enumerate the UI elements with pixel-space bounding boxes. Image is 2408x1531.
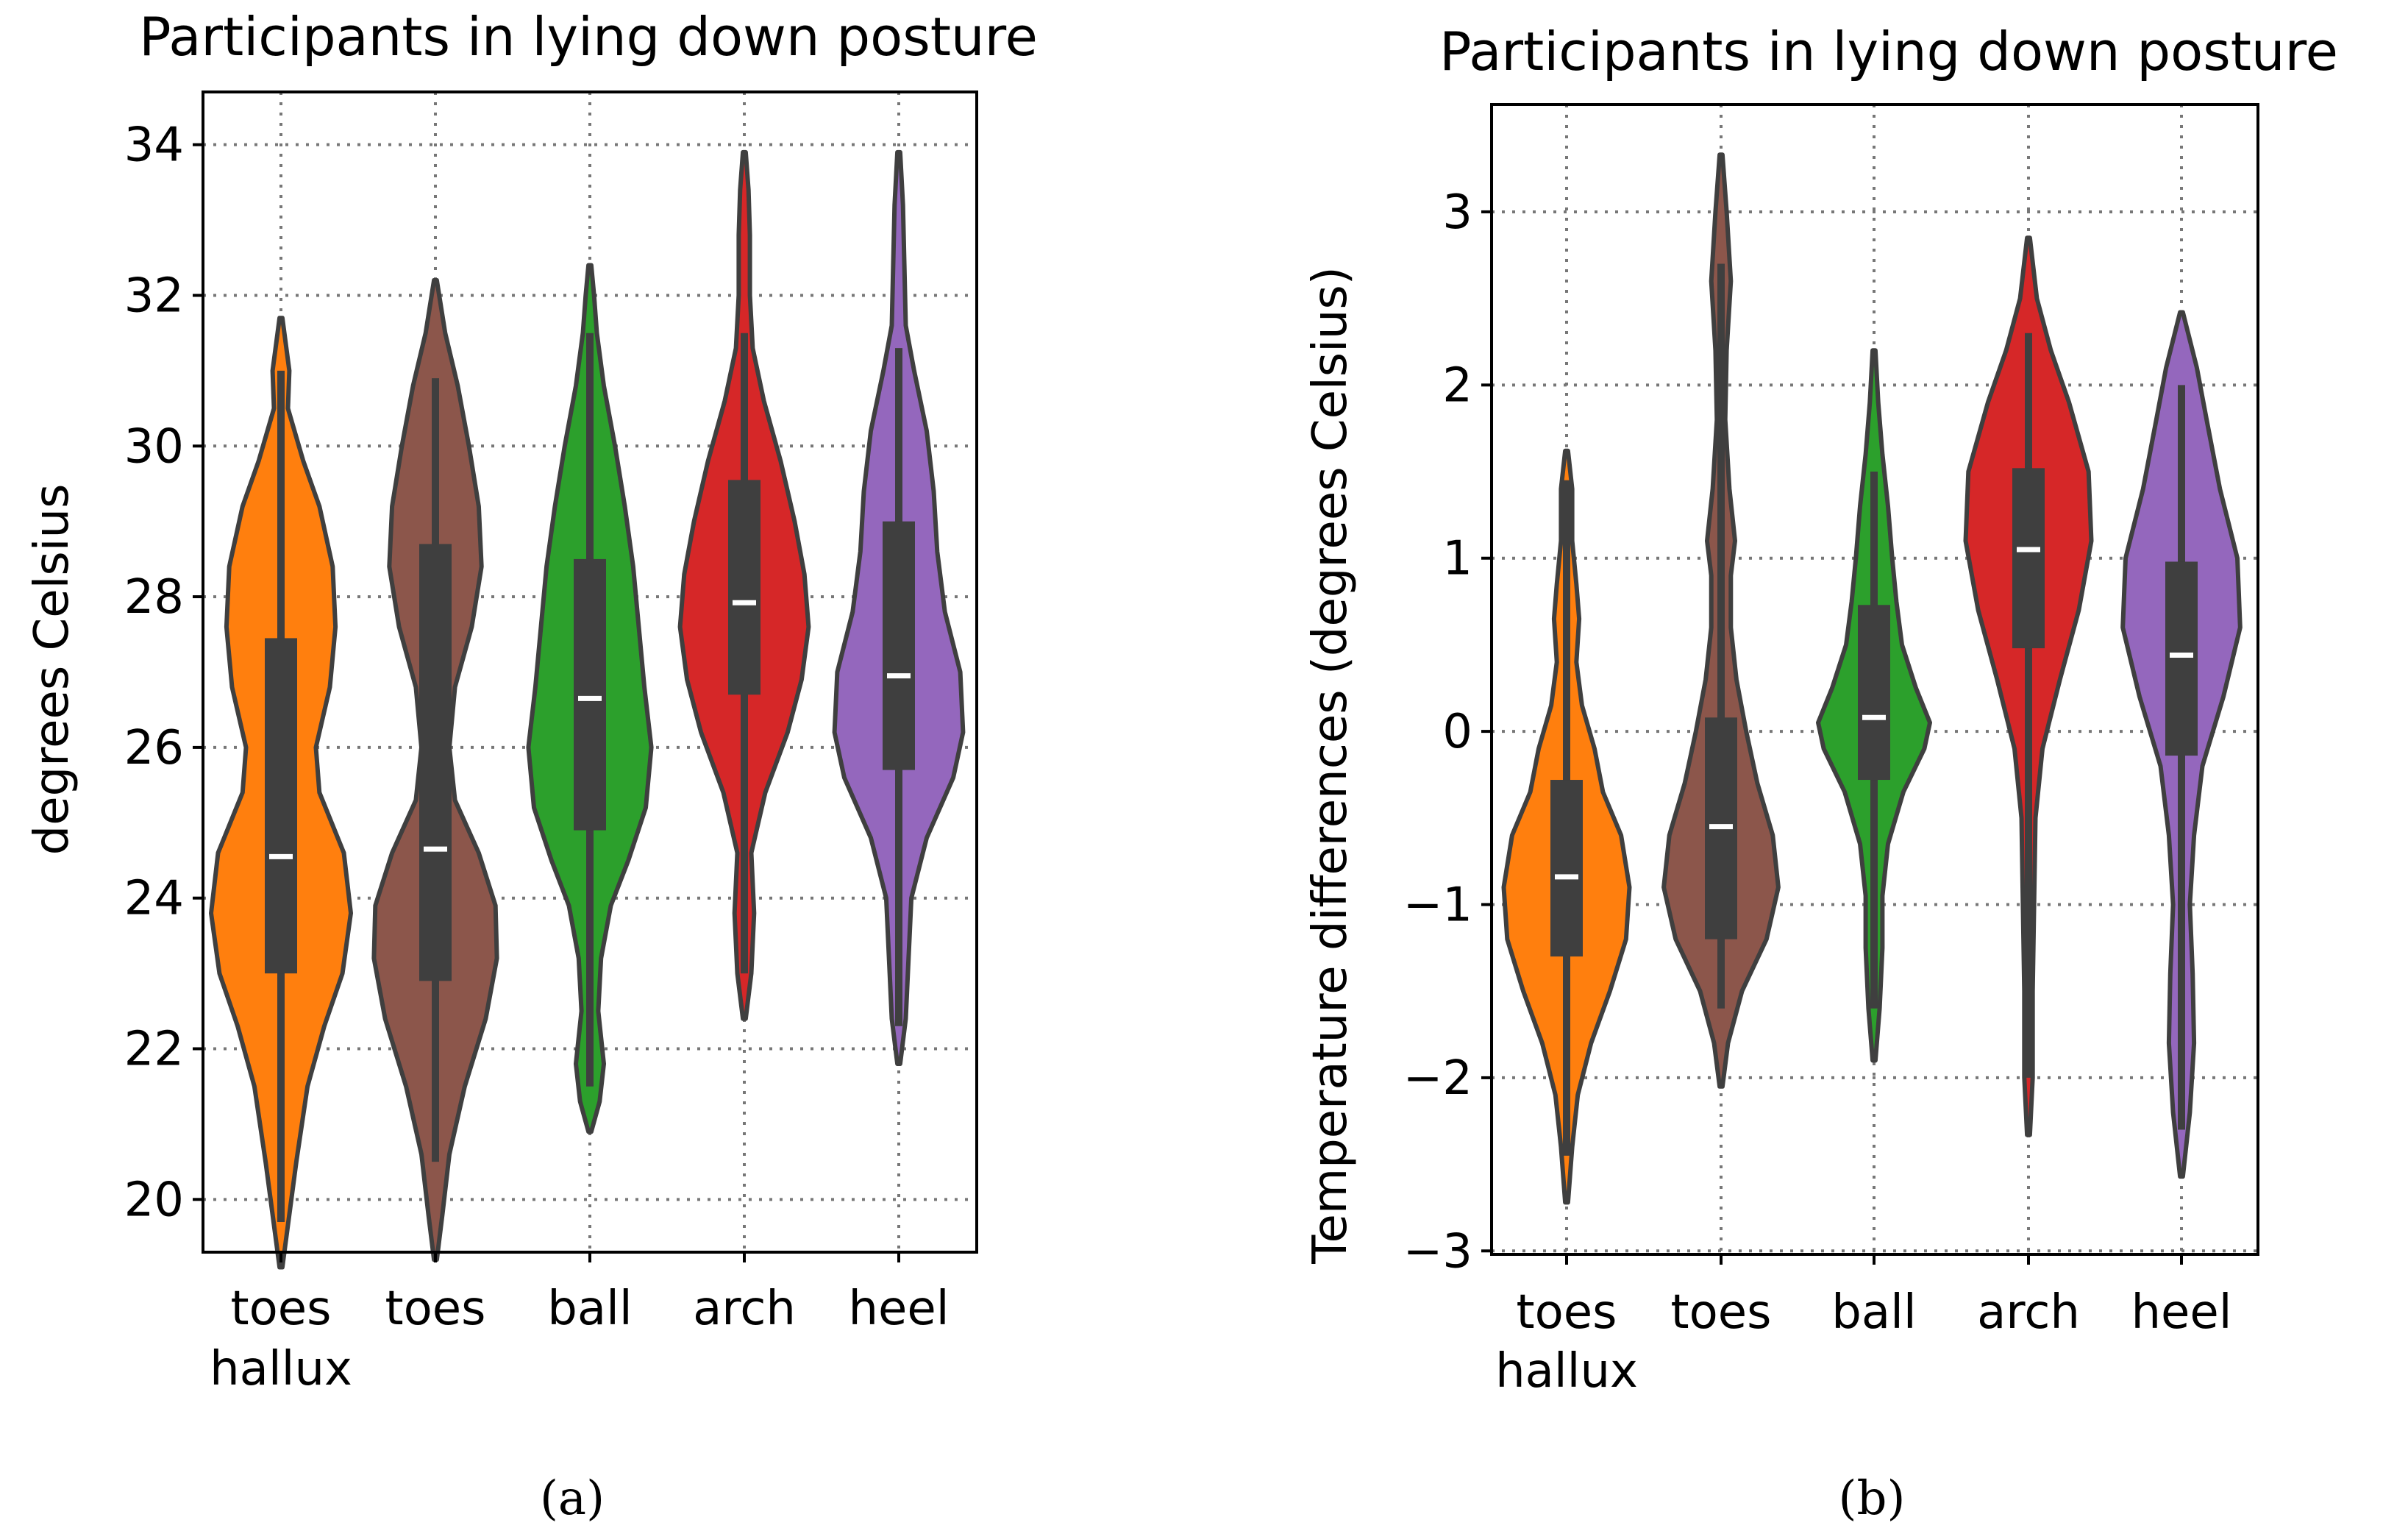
caption-b: (b) [1839, 1471, 1906, 1526]
x-tick-label: arch [693, 1282, 796, 1336]
y-tick-label: 30 [124, 419, 184, 474]
iqr-box [419, 544, 452, 981]
chart-a: Participants in lying down posture degre… [25, 6, 1038, 1526]
iqr-box [1858, 605, 1890, 781]
iqr-box [574, 558, 606, 831]
y-tick-label: 20 [124, 1173, 184, 1227]
y-tick-label: 24 [124, 872, 184, 926]
y-tick-label: −3 [1403, 1224, 1472, 1279]
caption-a: (a) [540, 1471, 605, 1526]
iqr-box [1550, 780, 1583, 957]
iqr-box [883, 521, 915, 770]
y-tick-label: 32 [124, 269, 184, 323]
x-tick-label: heel [848, 1282, 949, 1336]
x-tick-label: ball [547, 1282, 632, 1336]
y-tick-label: 0 [1442, 705, 1472, 759]
y-tick-label: −2 [1403, 1051, 1472, 1106]
y-tick-label: 26 [124, 721, 184, 775]
chart-b-violins [1501, 152, 2243, 1205]
y-tick-label: 3 [1442, 185, 1472, 240]
chart-a-ylabel: degrees Celsius [25, 484, 79, 856]
y-tick-label: 34 [124, 118, 184, 173]
y-tick-label: 2 [1442, 358, 1472, 413]
iqr-box [2165, 561, 2198, 756]
x-tick-label: toes [231, 1282, 332, 1336]
y-tick-label: −1 [1403, 878, 1472, 933]
chart-b: Participants in lying down posture Tempe… [1303, 21, 2338, 1526]
x-tick-label: toes [385, 1282, 486, 1336]
chart-a-axes: 20 22 24 26 28 30 32 34 toes hallux toes ball arch he… [124, 118, 950, 1396]
x-tick-label: arch [1977, 1285, 2080, 1340]
chart-a-title: Participants in lying down posture [139, 6, 1038, 68]
x-tick-label-line2: hallux [1495, 1344, 1638, 1399]
x-tick-label: ball [1831, 1285, 1916, 1340]
x-tick-label-line2: hallux [210, 1342, 352, 1396]
y-tick-label: 1 [1442, 532, 1472, 586]
x-tick-label: toes [1671, 1285, 1772, 1340]
x-tick-label: heel [2131, 1285, 2231, 1340]
chart-b-title: Participants in lying down posture [1439, 21, 2338, 82]
chart-b-ylabel: Temperature differences (degrees Celsius… [1303, 266, 1358, 1265]
x-tick-label: toes [1517, 1285, 1617, 1340]
y-tick-label: 28 [124, 570, 184, 625]
iqr-box [265, 638, 297, 974]
chart-a-violins [209, 149, 966, 1270]
iqr-box [728, 480, 760, 695]
iqr-box [2012, 468, 2045, 649]
y-tick-label: 22 [124, 1023, 184, 1077]
